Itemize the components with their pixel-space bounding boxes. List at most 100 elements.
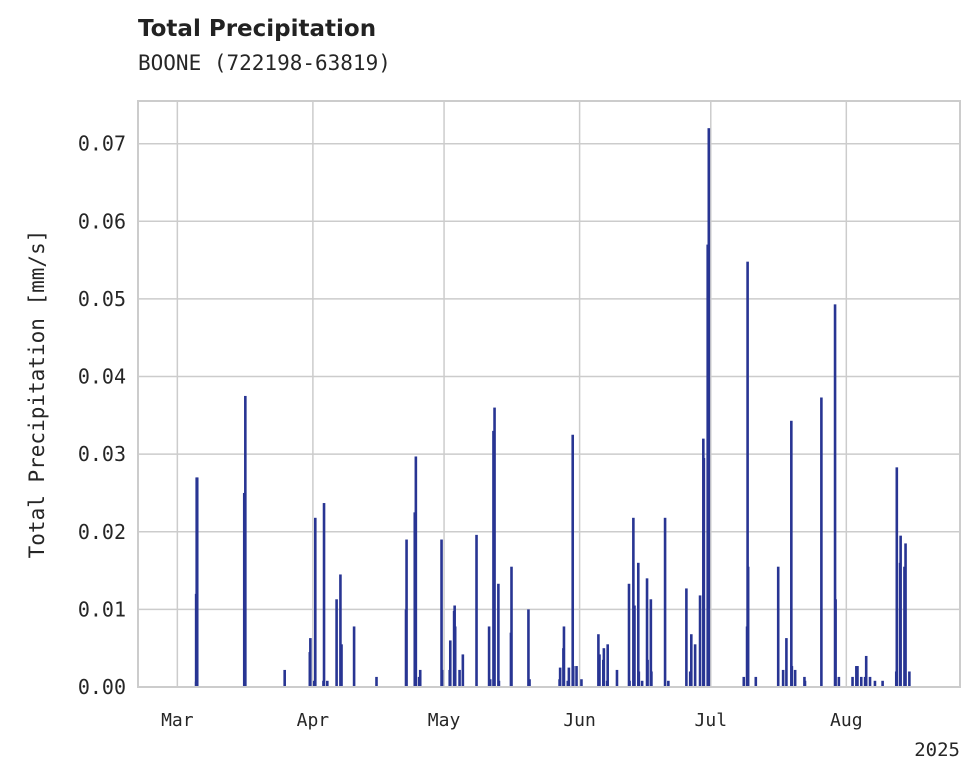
y-tick-label: 0.04 <box>78 365 126 389</box>
y-tick-label: 0.07 <box>78 132 126 156</box>
precip-bar <box>440 669 444 687</box>
x-tick-label: Jul <box>695 710 728 731</box>
precip-bar <box>571 666 575 687</box>
precip-bar <box>833 304 837 687</box>
precip-bar <box>698 595 702 687</box>
precip-bar <box>562 626 566 687</box>
precip-bar <box>492 430 495 687</box>
precip-bar <box>746 261 749 687</box>
precip-bar <box>650 671 653 687</box>
precip-bar <box>497 680 501 687</box>
y-tick-labels: 0.00 0.01 0.02 0.03 0.04 0.05 0.06 0.07 <box>78 132 126 699</box>
precip-bar <box>339 574 342 687</box>
x-tick-labels: Mar Apr May Jun Jul Aug <box>161 710 862 731</box>
precip-bar <box>606 644 609 687</box>
precip-bar <box>453 605 456 687</box>
precip-bar <box>776 566 780 687</box>
precip-bar <box>754 676 758 687</box>
x-tick-label: May <box>428 710 461 731</box>
y-tick-label: 0.00 <box>78 675 126 699</box>
precip-bar <box>312 680 316 687</box>
y-axis-label: Total Precipitation [mm/s] <box>25 230 49 559</box>
precip-bar <box>646 659 649 687</box>
precip-bar <box>628 680 631 687</box>
precip-bar <box>627 583 631 687</box>
precip-bar <box>487 626 491 687</box>
precip-bar <box>558 667 562 687</box>
precip-bar <box>868 676 872 687</box>
precip-bar <box>693 644 697 687</box>
precip-bar <box>375 676 378 687</box>
precip-bar <box>908 671 911 687</box>
precip-bar <box>602 648 606 687</box>
precip-bar <box>413 512 417 687</box>
precip-bar <box>837 676 841 687</box>
bar-series <box>194 128 911 688</box>
precip-bar <box>195 477 199 687</box>
precip-bar <box>615 669 619 687</box>
precip-bar <box>895 467 899 687</box>
precip-bar <box>313 517 317 687</box>
precip-bar <box>781 669 785 687</box>
chart-subtitle: BOONE (722198-63819) <box>138 51 391 75</box>
chart-title: Total Precipitation <box>138 16 377 42</box>
precip-bar <box>649 599 653 687</box>
precip-bar <box>527 609 530 687</box>
precip-bar <box>632 517 635 687</box>
precip-bar <box>667 680 670 687</box>
precip-bar <box>497 583 500 687</box>
precip-bar <box>645 578 649 687</box>
x-tick-label: Apr <box>297 710 330 731</box>
precip-bar <box>790 420 793 687</box>
precip-bar <box>461 654 465 687</box>
precip-bar <box>448 640 452 687</box>
precip-bar <box>571 434 575 687</box>
precip-bar <box>640 680 644 687</box>
precip-bar <box>597 634 600 687</box>
precip-bar <box>475 534 478 687</box>
precip-bar <box>440 539 443 687</box>
precip-bar <box>283 669 286 687</box>
y-tick-label: 0.06 <box>78 209 126 233</box>
precip-bar <box>322 503 326 687</box>
precip-bar <box>702 458 706 687</box>
precip-bar <box>458 669 461 687</box>
precip-bar <box>405 539 408 687</box>
precip-bar <box>785 638 788 687</box>
precip-bar <box>873 680 877 687</box>
precip-bar <box>793 669 797 687</box>
precip-bar <box>706 244 709 687</box>
precip-bar <box>352 626 356 687</box>
precip-bar <box>881 680 884 687</box>
precip-bar <box>243 535 247 687</box>
precip-bar <box>326 680 329 687</box>
x-year-label: 2025 <box>914 739 960 761</box>
precip-bar <box>855 666 858 687</box>
precip-bar <box>803 680 807 687</box>
precip-bar <box>566 680 570 687</box>
plot-frame <box>137 100 961 688</box>
precip-bar <box>417 676 421 687</box>
precip-bar <box>309 638 312 687</box>
precip-bar <box>414 676 417 687</box>
y-tick-label: 0.02 <box>78 520 126 544</box>
precip-bar <box>637 671 641 687</box>
precip-bar <box>688 671 692 687</box>
precip-bar <box>899 535 902 687</box>
precip-bar <box>580 679 583 687</box>
precip-bar <box>746 566 750 687</box>
x-tick-label: Mar <box>161 710 194 731</box>
y-tick-label: 0.05 <box>78 287 126 311</box>
precip-bar <box>742 676 746 687</box>
precip-bar <box>903 566 906 687</box>
x-tick-label: Aug <box>830 710 863 731</box>
precip-bar <box>820 397 823 687</box>
precip-bar <box>194 681 198 687</box>
precip-bar <box>575 666 578 687</box>
y-tick-label: 0.03 <box>78 442 126 466</box>
y-tick-label: 0.01 <box>78 597 126 621</box>
precip-bar <box>636 562 640 687</box>
precip-bar <box>864 655 868 687</box>
precip-bar <box>567 667 571 687</box>
